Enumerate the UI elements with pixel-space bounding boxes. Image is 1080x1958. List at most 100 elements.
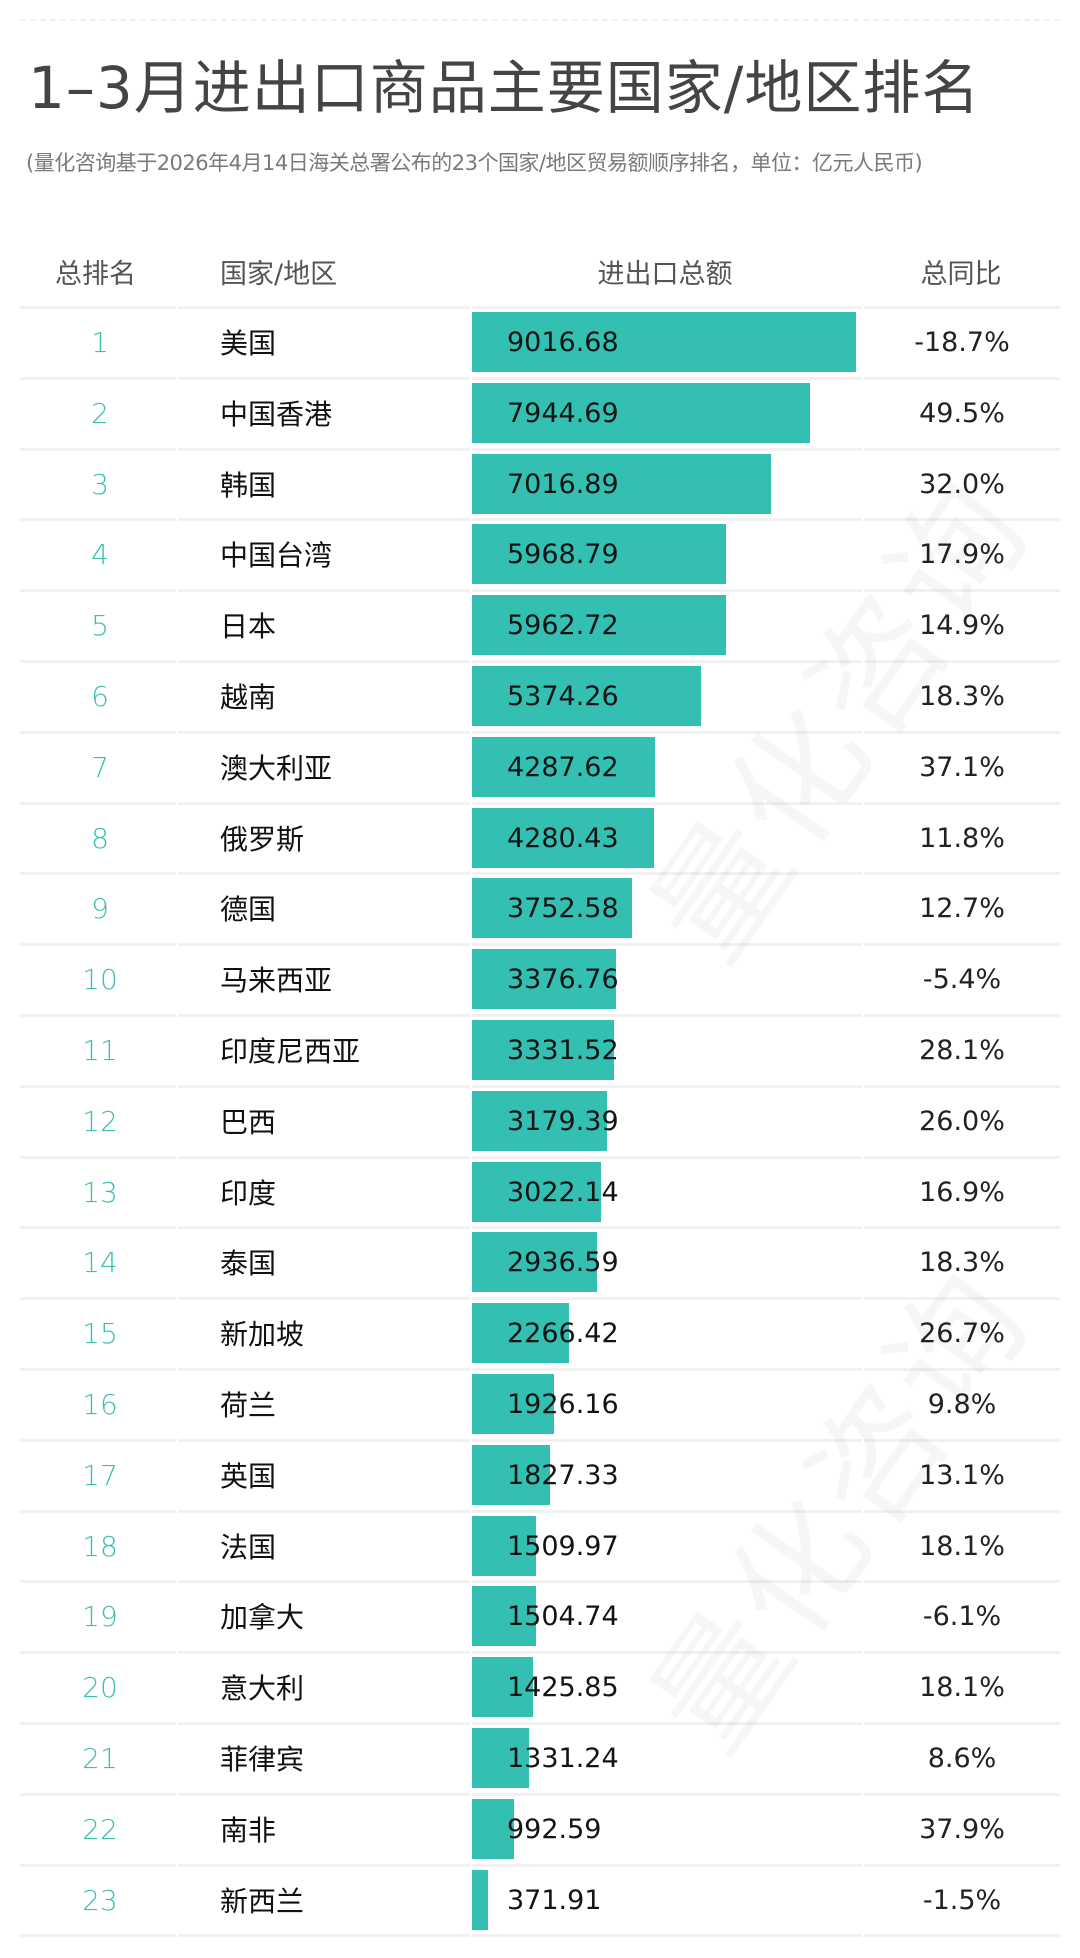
header-amount: 进出口总额	[597, 259, 733, 290]
amount-bar	[472, 1869, 488, 1930]
row-divider	[864, 1934, 1060, 1938]
row-divider	[178, 1580, 470, 1584]
row-divider	[178, 1297, 470, 1301]
amount-bar	[472, 949, 616, 1010]
amount-cell: 1926.16	[507, 1388, 619, 1420]
row-divider	[178, 1155, 470, 1159]
row-divider	[20, 1580, 176, 1584]
table-row: 22 南非 992.59 37.9%	[20, 1792, 1060, 1864]
row-divider	[178, 1226, 470, 1230]
amount-bar	[472, 1090, 608, 1151]
amount-cell: 3179.39	[507, 1105, 619, 1137]
row-divider	[20, 1367, 176, 1371]
row-divider	[472, 1438, 862, 1442]
country-cell: 德国	[220, 893, 277, 927]
amount-bar	[472, 1161, 601, 1222]
amount-cell: 3022.14	[507, 1176, 619, 1208]
amount-cell: 5968.79	[507, 539, 619, 571]
row-divider	[20, 1084, 176, 1088]
country-cell: 日本	[220, 610, 277, 644]
row-divider	[20, 376, 176, 380]
row-divider	[178, 659, 470, 663]
row-divider	[178, 872, 470, 876]
row-divider	[472, 1509, 862, 1513]
row-divider	[472, 1155, 862, 1159]
row-divider	[20, 1297, 176, 1301]
row-divider	[178, 943, 470, 947]
table-row: 16 荷兰 1926.16 9.8%	[20, 1367, 1060, 1439]
row-divider	[472, 1792, 862, 1796]
top-divider	[20, 19, 1060, 21]
row-divider	[178, 1934, 470, 1938]
country-cell: 越南	[220, 680, 277, 714]
row-divider	[178, 376, 470, 380]
yoy-cell: -1.5%	[922, 1884, 1002, 1916]
rank-cell: 21	[82, 1741, 118, 1775]
row-divider	[472, 1934, 862, 1938]
amount-cell: 1509.97	[507, 1530, 619, 1562]
row-divider	[472, 872, 862, 876]
row-divider	[472, 376, 862, 380]
row-divider	[864, 872, 1060, 876]
amount-bar	[472, 1303, 569, 1364]
country-cell: 意大利	[220, 1672, 305, 1706]
amount-cell: 7944.69	[507, 397, 619, 429]
yoy-cell: 11.8%	[919, 822, 1005, 854]
country-cell: 加拿大	[220, 1601, 305, 1635]
country-cell: 泰国	[220, 1247, 277, 1281]
yoy-cell: 8.6%	[927, 1742, 997, 1774]
table-row: 3 韩国 7016.89 32.0%	[20, 447, 1060, 519]
row-divider	[20, 1226, 176, 1230]
rank-cell: 8	[91, 821, 109, 855]
row-divider	[472, 801, 862, 805]
yoy-cell: 9.8%	[927, 1388, 997, 1420]
amount-bar	[472, 1444, 550, 1505]
row-divider	[178, 801, 470, 805]
amount-cell: 371.91	[507, 1884, 602, 1916]
row-divider	[472, 1297, 862, 1301]
row-divider	[864, 1084, 1060, 1088]
row-divider	[20, 943, 176, 947]
row-divider	[864, 943, 1060, 947]
amount-cell: 7016.89	[507, 468, 619, 500]
amount-cell: 1504.74	[507, 1601, 619, 1633]
row-divider	[472, 1013, 862, 1017]
row-divider	[472, 1863, 862, 1867]
row-divider	[20, 589, 176, 593]
rank-cell: 18	[82, 1529, 118, 1563]
rank-cell: 15	[82, 1317, 118, 1351]
country-cell: 南非	[220, 1813, 277, 1847]
country-cell: 中国香港	[220, 397, 333, 431]
row-divider	[864, 1297, 1060, 1301]
country-cell: 巴西	[220, 1105, 277, 1139]
table-row: 19 加拿大 1504.74 -6.1%	[20, 1580, 1060, 1651]
row-divider	[864, 518, 1060, 522]
row-divider	[864, 306, 1060, 309]
rank-cell: 19	[82, 1600, 118, 1634]
yoy-cell: 18.3%	[919, 1247, 1005, 1279]
rank-cell: 17	[82, 1458, 118, 1492]
row-divider	[472, 306, 862, 309]
amount-cell: 1827.33	[507, 1459, 619, 1491]
row-divider	[20, 872, 176, 876]
table-row: 15 新加坡 2266.42 26.7%	[20, 1297, 1060, 1368]
rank-cell: 10	[82, 963, 118, 997]
amount-bar	[472, 1586, 537, 1647]
amount-cell: 992.59	[507, 1813, 602, 1845]
yoy-cell: 17.9%	[919, 539, 1005, 571]
table-row: 5 日本 5962.72 14.9%	[20, 589, 1060, 660]
row-divider	[178, 1651, 470, 1655]
row-divider	[864, 447, 1060, 451]
yoy-cell: 28.1%	[919, 1034, 1005, 1066]
table-row: 18 法国 1509.97 18.1%	[20, 1509, 1060, 1581]
row-divider	[472, 659, 862, 663]
row-divider	[864, 1438, 1060, 1442]
row-divider	[472, 518, 862, 522]
country-cell: 荷兰	[220, 1388, 277, 1422]
table-row: 10 马来西亚 3376.76 -5.4%	[20, 943, 1060, 1014]
row-divider	[864, 1792, 1060, 1796]
rank-cell: 20	[82, 1671, 118, 1705]
rank-cell: 4	[91, 538, 109, 572]
amount-bar	[472, 524, 727, 585]
table-row: 2 中国香港 7944.69 49.5%	[20, 376, 1060, 448]
